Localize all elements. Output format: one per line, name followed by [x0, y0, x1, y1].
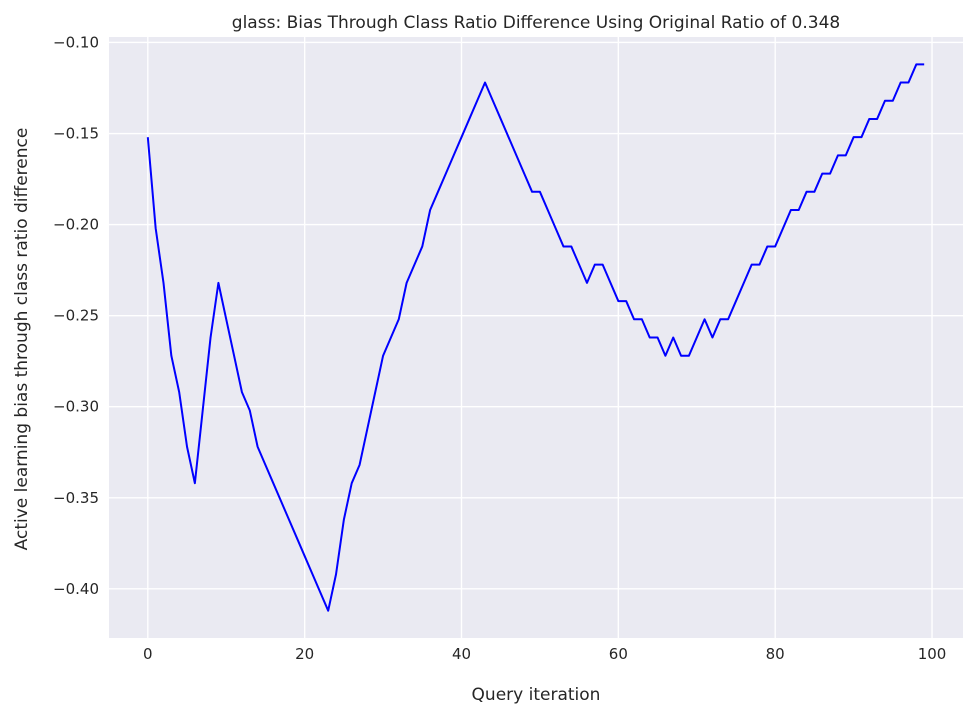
y-tick-label: −0.35 — [53, 489, 99, 507]
grid — [109, 37, 963, 638]
y-axis-label: Active learning bias through class ratio… — [12, 128, 32, 551]
y-tick-label: −0.25 — [53, 307, 99, 325]
x-axis-label: Query iteration — [472, 685, 601, 705]
y-tick-label: −0.20 — [53, 216, 99, 234]
y-tick-label: −0.10 — [53, 33, 99, 51]
x-tick-label: 60 — [609, 645, 628, 663]
y-axis: −0.40 −0.35 −0.30 −0.25 −0.20 −0.15 −0.10 — [53, 33, 99, 597]
x-tick-label: 40 — [452, 645, 471, 663]
x-tick-label: 80 — [766, 645, 785, 663]
series-group — [146, 63, 925, 612]
x-tick-label: 100 — [918, 645, 947, 663]
x-axis: 0 20 40 60 80 100 — [143, 645, 946, 663]
series-line — [146, 63, 925, 612]
chart-title: glass: Bias Through Class Ratio Differen… — [232, 13, 840, 33]
x-tick-label: 20 — [295, 645, 314, 663]
y-tick-label: −0.30 — [53, 398, 99, 416]
y-tick-label: −0.15 — [53, 125, 99, 143]
plot-area — [109, 37, 963, 638]
x-tick-label: 0 — [143, 645, 153, 663]
y-tick-label: −0.40 — [53, 580, 99, 598]
